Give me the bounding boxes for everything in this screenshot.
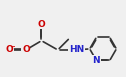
Text: O: O	[22, 45, 30, 54]
Text: O: O	[38, 20, 45, 29]
Text: HN: HN	[69, 45, 84, 54]
Text: N: N	[93, 56, 100, 65]
Text: O: O	[5, 45, 13, 54]
Text: −: −	[10, 44, 15, 49]
